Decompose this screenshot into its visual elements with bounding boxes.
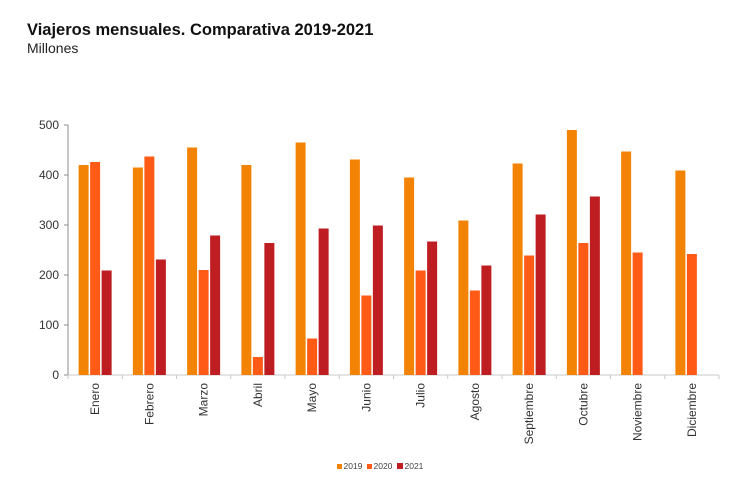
bar-2020-noviembre [632,252,643,375]
legend-label-2021: 2021 [405,461,424,471]
x-category-label: Enero [88,383,102,415]
legend-label-2019: 2019 [344,461,363,471]
bar-2020-febrero [144,156,155,375]
x-category-label: Septiembre [522,383,536,445]
legend-swatch-2021 [397,463,403,469]
bar-2021-agosto [481,265,492,375]
x-category-label: Julio [414,383,428,408]
bar-2019-julio [404,177,415,375]
bar-2021-septiembre [535,214,546,375]
x-category-label: Abril [251,383,265,407]
x-category-label: Noviembre [631,383,645,441]
legend: 2019 2020 2021 [337,461,424,471]
y-tick-label: 400 [39,168,59,182]
bar-2020-agosto [469,290,480,375]
bar-2021-enero [101,270,112,375]
x-category-label: Marzo [197,383,211,417]
y-tick-label: 100 [39,318,59,332]
bar-2019-noviembre [621,151,632,375]
x-category-label: Junio [359,383,373,412]
y-tick-label: 200 [39,268,59,282]
bar-2019-junio [349,159,360,375]
bar-2020-mayo [307,338,318,375]
bar-2019-diciembre [675,170,686,375]
bar-2020-abril [252,357,263,375]
bar-2019-agosto [458,220,469,375]
bar-2021-marzo [210,235,221,375]
bar-2019-febrero [132,167,143,375]
bar-2020-enero [90,162,101,375]
bar-2019-mayo [295,142,306,375]
bar-2021-octubre [589,196,600,375]
bar-2019-marzo [187,147,198,375]
bar-2019-octubre [566,130,577,375]
bars [78,130,697,375]
legend-swatch-2020 [367,464,372,469]
bar-2020-diciembre [686,254,697,375]
bar-2020-marzo [198,270,209,375]
x-category-label: Febrero [142,383,156,425]
bar-2021-mayo [318,228,329,375]
y-tick-label: 300 [39,218,59,232]
bar-2020-julio [415,270,426,375]
y-axis: 0 100 200 300 400 500 [39,118,69,382]
x-category-label: Agosto [468,383,482,421]
y-tick-label: 500 [39,118,59,132]
bar-2021-abril [264,243,275,375]
chart-subtitle: Millones [27,40,79,56]
legend-swatch-2019 [337,464,342,469]
bar-2021-junio [372,225,383,375]
bar-2020-octubre [578,243,589,375]
y-tick-label: 0 [52,368,59,382]
bar-2019-septiembre [512,163,523,375]
x-category-label: Diciembre [685,383,699,437]
x-category-label: Octubre [576,383,590,426]
bar-2020-septiembre [524,255,535,375]
legend-label-2020: 2020 [374,461,393,471]
x-category-label: Mayo [305,383,319,413]
bar-2021-febrero [155,259,166,375]
bar-2020-junio [361,295,372,375]
x-axis: Enero Febrero Marzo Abril Mayo Junio Julio Agos… [67,374,720,445]
bar-2021-julio [427,241,438,375]
bar-2019-abril [241,165,252,375]
bar-2019-enero [78,165,89,375]
chart-title: Viajeros mensuales. Comparativa 2019-202… [27,21,374,39]
